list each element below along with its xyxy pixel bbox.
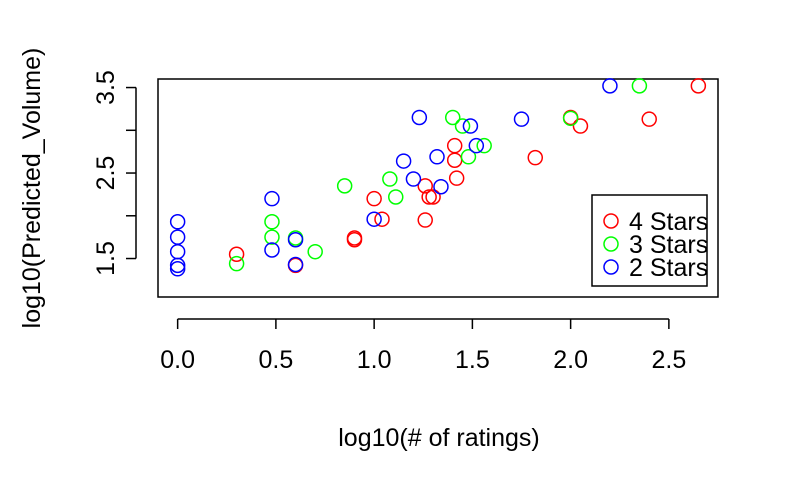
data-point — [448, 170, 465, 186]
data-point — [417, 212, 433, 228]
legend-box — [591, 194, 708, 287]
x-tick-label: 1.0 — [357, 346, 392, 374]
data-point — [690, 78, 707, 94]
data-point — [336, 178, 353, 194]
data-point — [169, 229, 186, 245]
data-point — [287, 231, 304, 248]
data-point — [411, 109, 428, 126]
data-point — [169, 214, 186, 230]
data-point — [444, 109, 461, 126]
data-point — [388, 189, 404, 205]
data-point — [429, 149, 445, 165]
x-tick-label: 1.5 — [455, 346, 490, 374]
data-point — [417, 178, 433, 194]
data-point — [395, 153, 412, 169]
data-point — [602, 78, 618, 94]
data-point — [446, 137, 463, 154]
data-point — [374, 211, 390, 227]
data-point — [562, 110, 579, 127]
x-tick-label: 2.5 — [651, 346, 686, 374]
data-point — [446, 152, 463, 168]
legend-label: 4 Stars — [629, 208, 708, 236]
data-point — [264, 229, 280, 245]
y-tick-label: 1.5 — [92, 241, 120, 276]
data-point — [460, 149, 477, 165]
data-point — [421, 189, 437, 205]
x-tick-label: 0.0 — [160, 346, 195, 374]
data-point — [264, 214, 280, 230]
x-tick-label: 0.5 — [259, 346, 294, 374]
x-tick-label: 2.0 — [553, 346, 588, 374]
data-point — [169, 257, 186, 274]
plot-frame — [157, 78, 719, 298]
data-point — [641, 111, 657, 127]
data-point — [433, 178, 449, 195]
data-point — [228, 255, 245, 272]
data-point — [513, 111, 530, 127]
data-point — [468, 137, 485, 154]
legend-label: 2 Stars — [629, 254, 708, 282]
data-point — [382, 171, 398, 187]
y-tick-label: 3.5 — [92, 70, 120, 105]
data-point — [264, 190, 280, 207]
legend-marker — [603, 259, 619, 275]
y-tick-label: 2.5 — [92, 156, 120, 191]
data-point — [366, 211, 382, 227]
data-point — [425, 189, 441, 205]
data-point — [169, 261, 186, 277]
x-axis-title: log10(# of ratings) — [338, 424, 540, 452]
legend-marker — [603, 213, 619, 229]
data-point — [572, 118, 589, 134]
data-point — [264, 242, 280, 258]
data-point — [228, 246, 245, 263]
y-axis-title: log10(Predicted_Volume) — [18, 48, 46, 329]
legend-marker — [603, 236, 619, 252]
data-point — [169, 243, 186, 260]
data-point — [631, 78, 648, 94]
data-point — [462, 118, 479, 134]
data-point — [405, 171, 422, 187]
data-point — [476, 137, 492, 154]
data-point — [287, 256, 304, 273]
data-point — [346, 230, 363, 246]
data-point — [307, 243, 323, 260]
data-point — [366, 190, 382, 207]
data-point — [527, 149, 544, 166]
legend-label: 3 Stars — [629, 231, 708, 259]
data-point — [454, 118, 471, 134]
